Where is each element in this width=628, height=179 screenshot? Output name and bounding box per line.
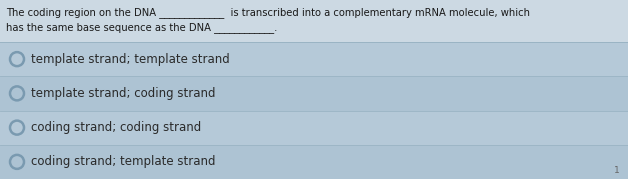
FancyBboxPatch shape	[0, 110, 628, 145]
Text: template strand; coding strand: template strand; coding strand	[31, 87, 215, 100]
Text: The coding region on the DNA _____________  is transcribed into a complementary : The coding region on the DNA ___________…	[6, 7, 530, 18]
Text: coding strand; coding strand: coding strand; coding strand	[31, 121, 201, 134]
FancyBboxPatch shape	[0, 76, 628, 110]
Text: 1: 1	[614, 166, 620, 175]
Text: has the same base sequence as the DNA ____________.: has the same base sequence as the DNA __…	[6, 22, 278, 33]
FancyBboxPatch shape	[0, 145, 628, 179]
Text: template strand; template strand: template strand; template strand	[31, 53, 230, 66]
FancyBboxPatch shape	[0, 0, 628, 42]
FancyBboxPatch shape	[0, 42, 628, 76]
Text: coding strand; template strand: coding strand; template strand	[31, 155, 215, 168]
